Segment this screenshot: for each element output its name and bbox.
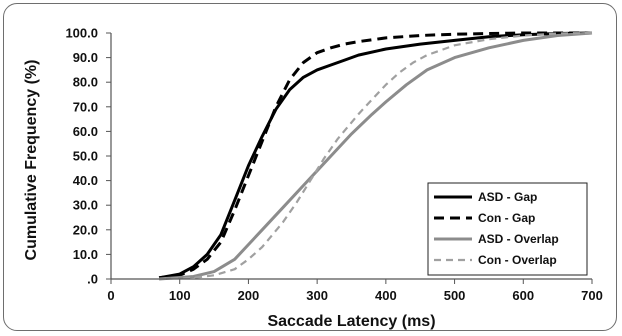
- y-tick-label: 90.0: [73, 50, 98, 65]
- y-tick-label: 20.0: [73, 222, 98, 237]
- legend-label: ASD - Overlap: [478, 232, 559, 246]
- legend: ASD - Gap Con - Gap ASD - Overlap Con - Ove…: [427, 182, 588, 276]
- legend-label: Con - Overlap: [478, 253, 557, 267]
- series-line: [158, 31, 593, 281]
- y-tick-label: 10.0: [73, 247, 98, 262]
- y-axis-title: Cumulative Frequency (%): [23, 60, 40, 261]
- x-tick-label: 100: [169, 288, 191, 303]
- x-tick-label: 400: [375, 288, 397, 303]
- y-tick-label: 70.0: [73, 99, 98, 114]
- x-tick-label: 600: [512, 288, 534, 303]
- x-tick-label: 500: [444, 288, 466, 303]
- x-ticks: 0 100 200 300 400 500 600 700: [107, 279, 603, 303]
- series-line: [158, 31, 593, 280]
- y-tick-label: 60.0: [73, 124, 98, 139]
- x-axis-title: Saccade Latency (ms): [267, 313, 435, 330]
- y-tick-label: .0: [87, 272, 98, 287]
- y-tick-label: 80.0: [73, 75, 98, 90]
- legend-label: ASD - Gap: [478, 190, 537, 204]
- y-tick-label: 30.0: [73, 198, 98, 213]
- y-tick-label: 50.0: [73, 149, 98, 164]
- y-tick-label: 40.0: [73, 173, 98, 188]
- series-line: [159, 31, 593, 281]
- x-tick-label: 300: [306, 288, 328, 303]
- y-tick-label: 100.0: [65, 26, 98, 41]
- y-ticks: .0 10.0 20.0 30.0 40.0 50.0 60.0 70.0 80.0 90.0 10…: [65, 26, 111, 287]
- x-tick-label: 0: [107, 288, 114, 303]
- plot-lines: [158, 31, 593, 281]
- x-tick-label: 200: [238, 288, 260, 303]
- legend-label: Con - Gap: [478, 211, 535, 225]
- x-tick-label: 700: [581, 288, 603, 303]
- series-line: [158, 31, 592, 280]
